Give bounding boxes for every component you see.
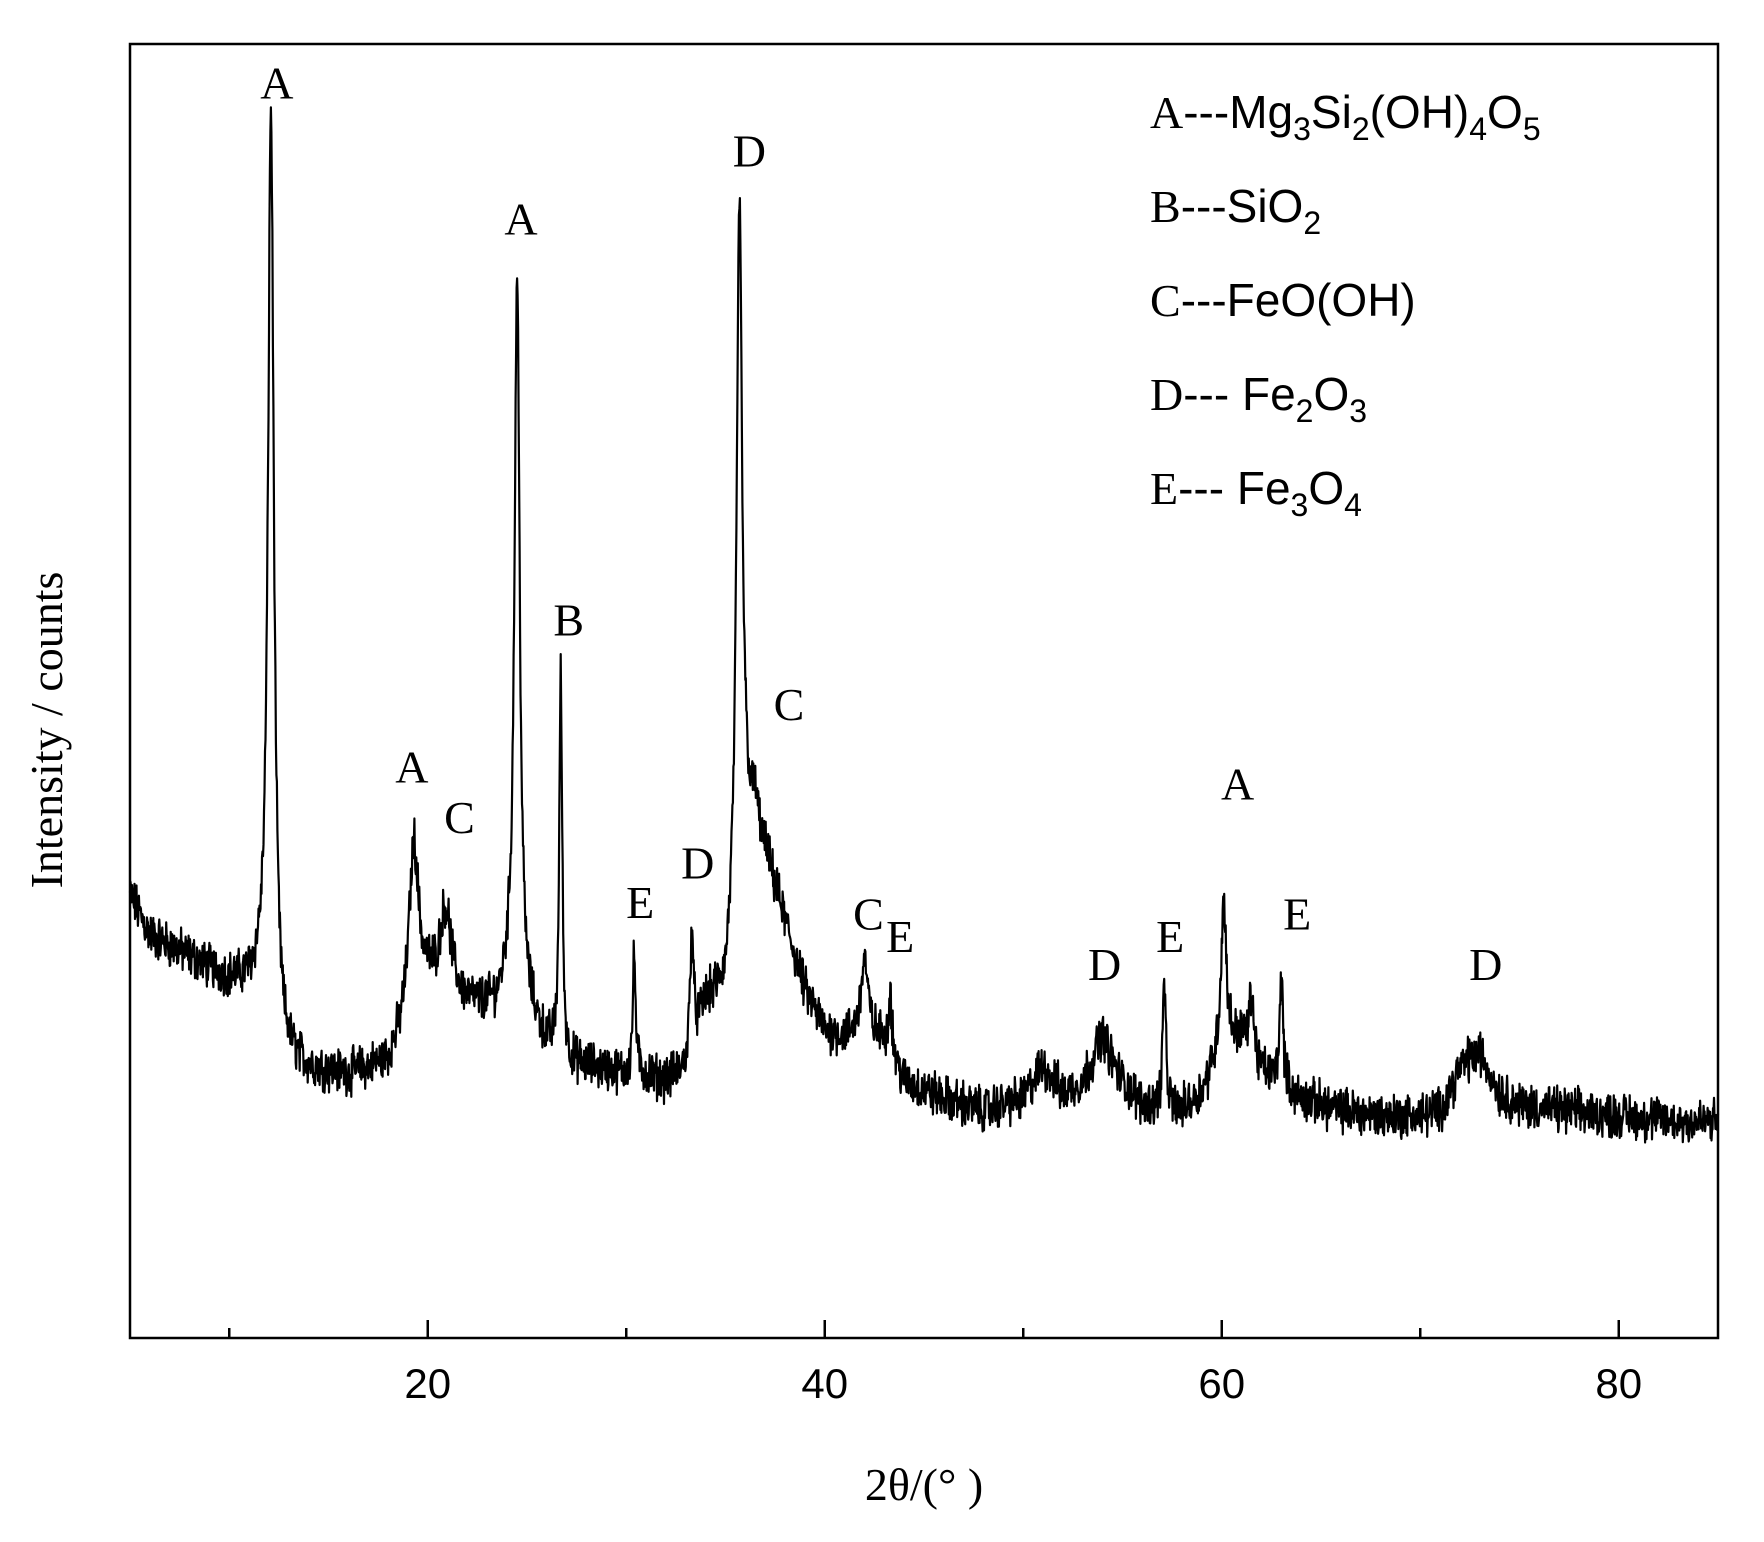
legend-formula-text: Fe	[1237, 462, 1291, 514]
plot-frame	[128, 42, 1720, 1340]
legend-formula-text: Mg	[1229, 86, 1293, 138]
peak-label: A	[1221, 758, 1254, 809]
peak-label: E	[1283, 888, 1311, 939]
legend-formula-subscript: 2	[1352, 111, 1370, 147]
peak-label: E	[1156, 911, 1184, 962]
legend-entry: E--- Fe3O4	[1150, 462, 1362, 523]
peak-label: D	[1088, 939, 1121, 990]
legend-formula-subscript: 2	[1296, 393, 1314, 429]
y-axis-label: Intensity / counts	[21, 572, 72, 889]
peak-label: A	[260, 58, 293, 109]
legend-entry: D--- Fe2O3	[1150, 368, 1367, 429]
legend-key: C	[1150, 275, 1181, 326]
peak-label: A	[395, 741, 428, 792]
peak-label: B	[553, 594, 584, 645]
xrd-pattern-line	[128, 106, 1720, 1144]
legend-formula-text: (OH)	[1370, 86, 1470, 138]
peak-label: E	[886, 911, 914, 962]
legend-separator: ---	[1183, 368, 1242, 420]
legend-formula-subscript: 3	[1291, 487, 1309, 523]
legend-entry: A---Mg3Si2(OH)4O5	[1150, 86, 1541, 147]
peak-label: C	[853, 888, 884, 939]
peak-label: E	[626, 877, 654, 928]
legend-formula-subscript: 3	[1293, 111, 1311, 147]
peak-label: A	[504, 193, 537, 244]
legend-key: A	[1150, 87, 1183, 138]
legend: A---Mg3Si2(OH)4O5B---SiO2C---FeO(OH)D---…	[1150, 86, 1541, 523]
legend-formula-subscript: 2	[1303, 205, 1321, 241]
legend-separator: ---	[1183, 86, 1229, 138]
peak-label: D	[733, 126, 766, 177]
legend-formula-subscript: 4	[1344, 487, 1362, 523]
legend-separator: ---	[1181, 274, 1227, 326]
legend-formula-text: FeO(OH)	[1227, 274, 1416, 326]
legend-separator: ---	[1178, 462, 1237, 514]
legend-formula-text: SiO	[1227, 180, 1304, 232]
legend-key: E	[1150, 463, 1178, 514]
legend-formula-subscript: 5	[1523, 111, 1541, 147]
legend-entry: B---SiO2	[1150, 180, 1321, 241]
legend-entry: C---FeO(OH)	[1150, 274, 1416, 326]
legend-formula-subscript: 4	[1469, 111, 1487, 147]
peak-label: D	[681, 837, 714, 888]
x-axis-label: 2θ/(° )	[865, 1459, 983, 1510]
peak-label: C	[774, 679, 805, 730]
legend-key: D	[1150, 369, 1183, 420]
x-tick-label: 20	[404, 1360, 451, 1407]
legend-formula-subscript: 3	[1349, 393, 1367, 429]
plot-area	[128, 106, 1720, 1144]
x-tick-label: 40	[801, 1360, 848, 1407]
peak-label: D	[1469, 939, 1502, 990]
legend-formula-text: Si	[1311, 86, 1352, 138]
peak-label: C	[444, 792, 475, 843]
x-axis-ticks: 20 40 60 80	[228, 1320, 1642, 1407]
legend-separator: ---	[1181, 180, 1227, 232]
x-tick-label: 80	[1595, 1360, 1642, 1407]
legend-formula-text: O	[1308, 462, 1344, 514]
legend-formula-text: Fe	[1242, 368, 1296, 420]
legend-formula-text: O	[1487, 86, 1523, 138]
legend-key: B	[1150, 181, 1181, 232]
legend-formula-text: O	[1313, 368, 1349, 420]
x-tick-label: 60	[1198, 1360, 1245, 1407]
